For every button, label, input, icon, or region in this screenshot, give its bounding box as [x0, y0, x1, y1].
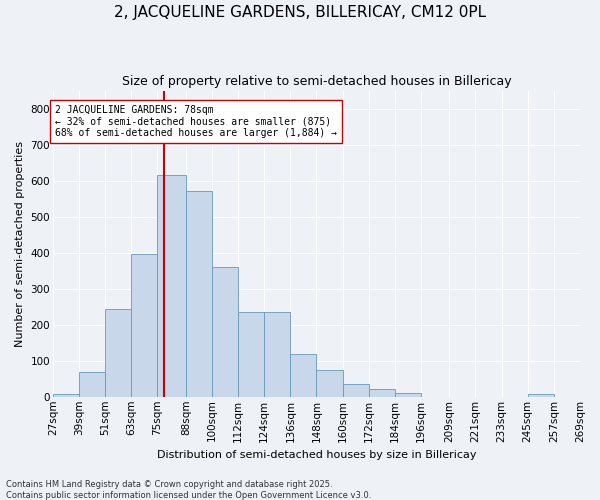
Y-axis label: Number of semi-detached properties: Number of semi-detached properties [15, 140, 25, 346]
Bar [290, 354, 316, 397]
Bar [264, 312, 290, 397]
Text: Contains HM Land Registry data © Crown copyright and database right 2025.
Contai: Contains HM Land Registry data © Crown c… [6, 480, 371, 500]
Bar [369, 389, 395, 397]
Bar [105, 308, 131, 397]
Text: 2 JACQUELINE GARDENS: 78sqm
← 32% of semi-detached houses are smaller (875)
68% : 2 JACQUELINE GARDENS: 78sqm ← 32% of sem… [55, 105, 337, 138]
Bar [528, 394, 554, 397]
Bar [131, 254, 157, 397]
Bar [79, 372, 105, 397]
Title: Size of property relative to semi-detached houses in Billericay: Size of property relative to semi-detach… [122, 75, 511, 88]
Bar [186, 192, 212, 397]
Bar [53, 394, 79, 397]
Bar [238, 312, 264, 397]
Bar [395, 393, 421, 397]
Bar [316, 370, 343, 397]
X-axis label: Distribution of semi-detached houses by size in Billericay: Distribution of semi-detached houses by … [157, 450, 476, 460]
Bar [157, 175, 186, 397]
Bar [212, 267, 238, 397]
Bar [343, 384, 369, 397]
Text: 2, JACQUELINE GARDENS, BILLERICAY, CM12 0PL: 2, JACQUELINE GARDENS, BILLERICAY, CM12 … [114, 5, 486, 20]
